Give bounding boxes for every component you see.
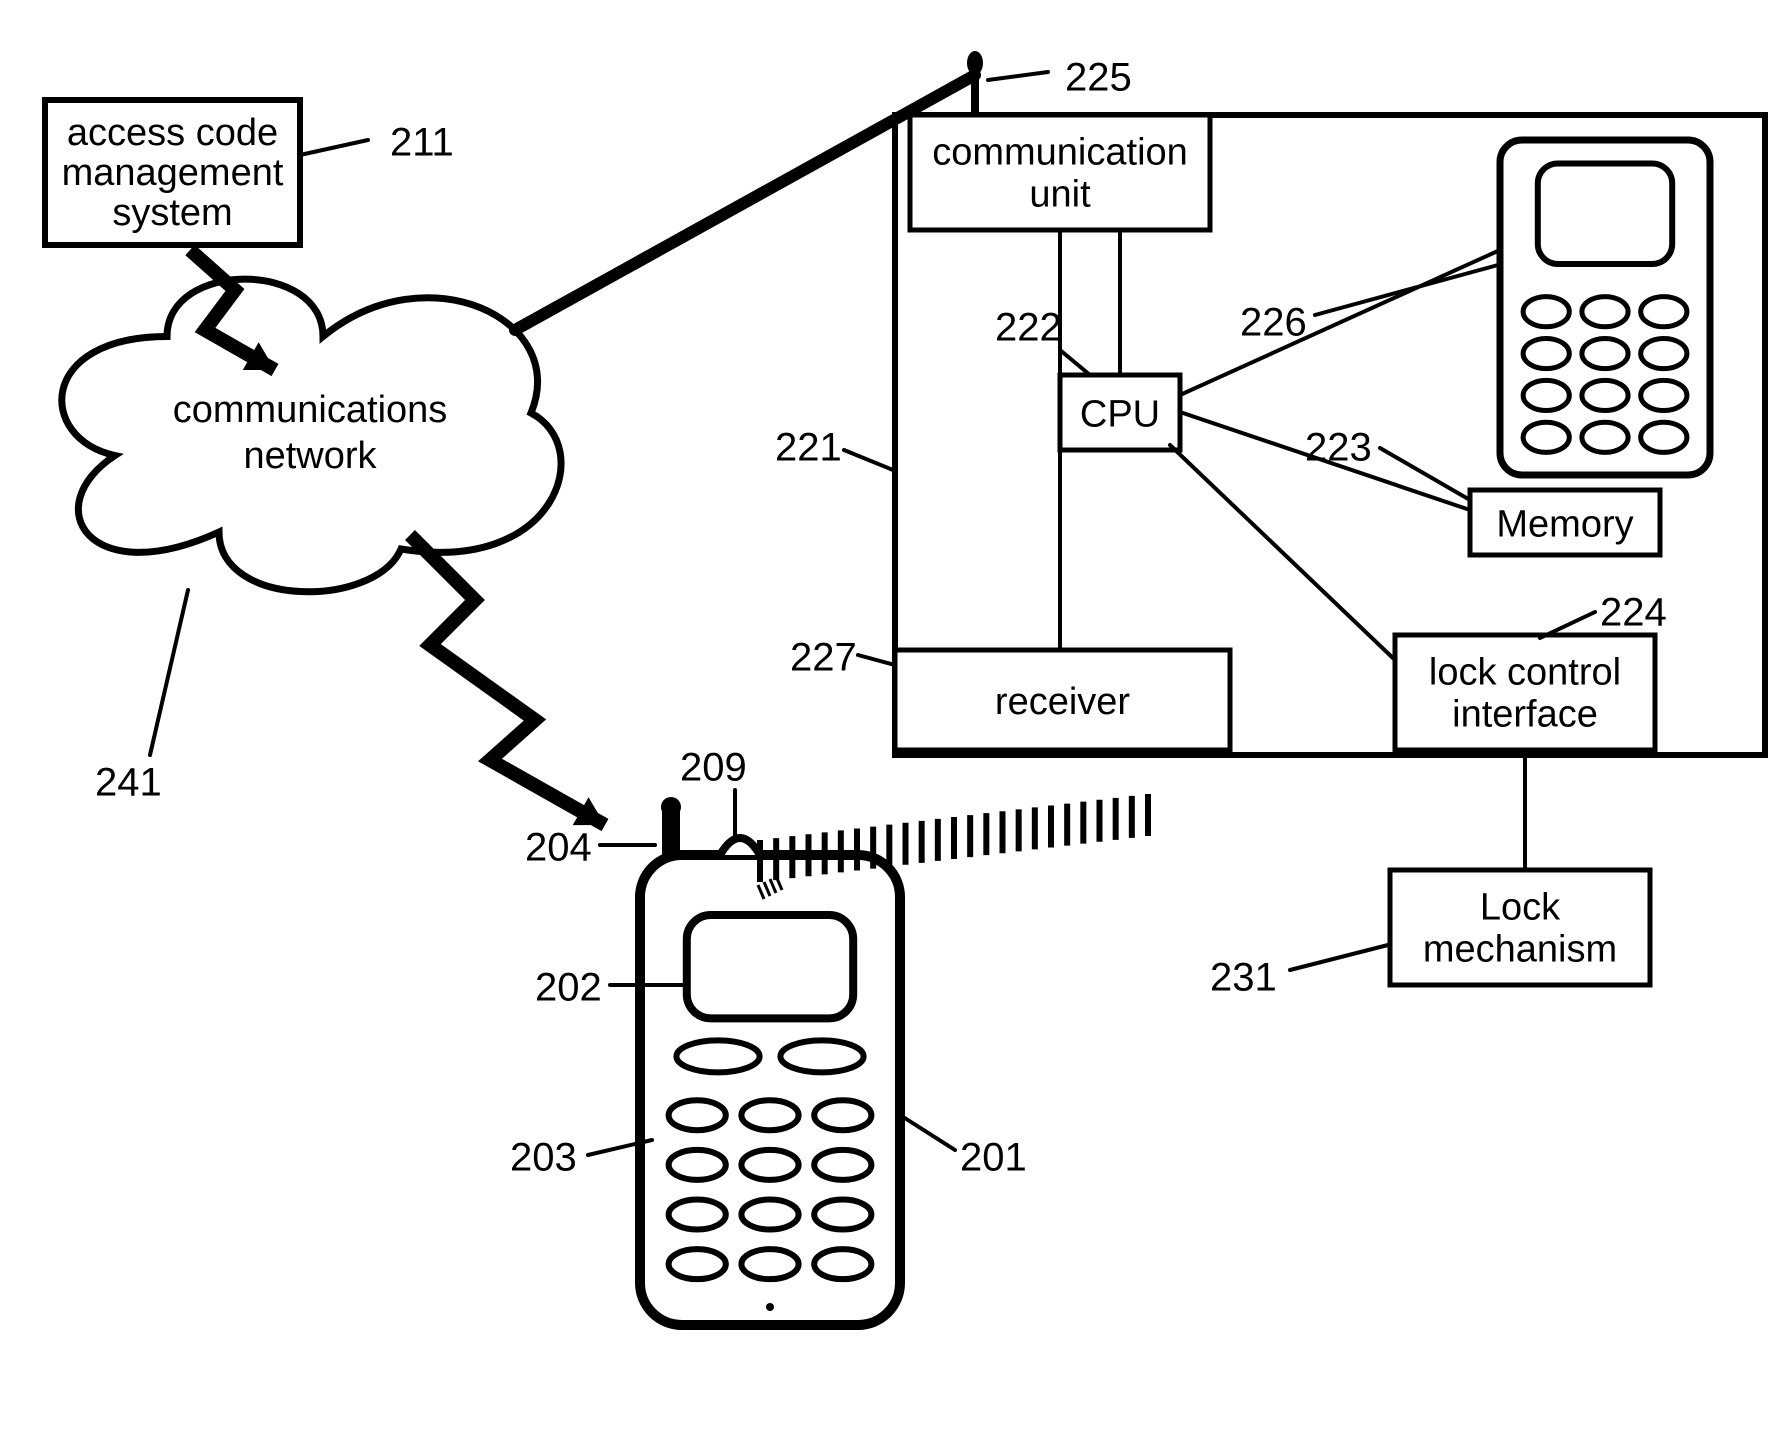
svg-text:224: 224 [1600,591,1667,635]
svg-text:211: 211 [390,121,454,165]
svg-text:network: network [243,435,377,477]
svg-text:communications: communications [173,389,448,431]
svg-text:201: 201 [960,1136,1027,1180]
svg-text:lock control: lock control [1429,652,1621,694]
svg-text:221: 221 [775,426,842,470]
svg-text:203: 203 [510,1136,577,1180]
svg-text:231: 231 [1210,956,1277,1000]
svg-text:interface: interface [1452,694,1598,736]
svg-text:222: 222 [995,306,1062,350]
svg-text:mechanism: mechanism [1423,929,1617,971]
svg-text:223: 223 [1305,426,1372,470]
svg-text:241: 241 [95,761,162,805]
svg-text:226: 226 [1240,301,1307,345]
svg-text:225: 225 [1065,56,1132,100]
svg-text:227: 227 [790,636,857,680]
svg-text:communication: communication [932,132,1188,174]
svg-text:209: 209 [680,746,747,790]
svg-text:receiver: receiver [995,681,1130,723]
svg-text:access code: access code [67,112,278,154]
svg-text:system: system [112,192,232,234]
svg-text:204: 204 [525,826,592,870]
svg-text:Lock: Lock [1480,887,1561,929]
svg-text:202: 202 [535,966,602,1010]
svg-text:management: management [62,152,284,194]
svg-text:Memory: Memory [1496,504,1633,546]
svg-text:CPU: CPU [1080,394,1160,436]
svg-text:unit: unit [1029,174,1091,216]
